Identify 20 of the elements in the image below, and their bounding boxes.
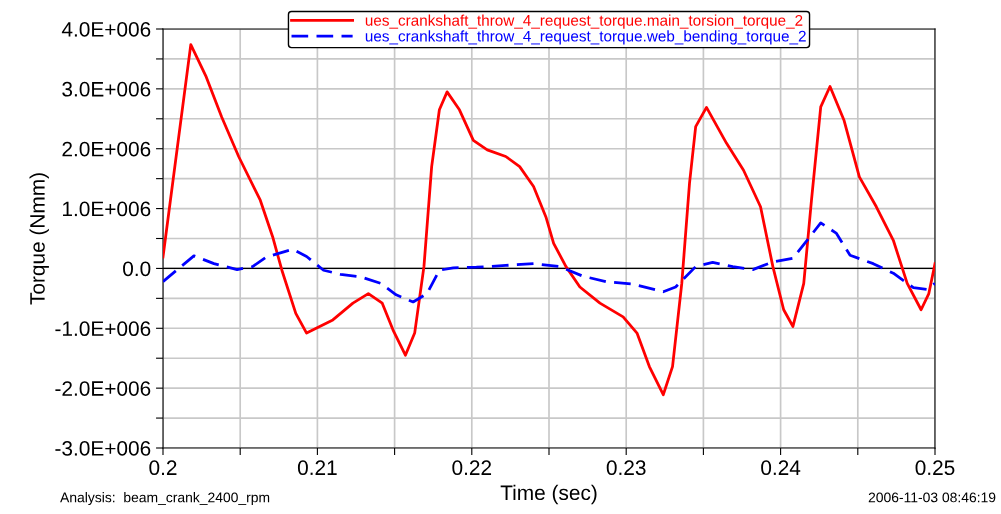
text: 2006-11-03 08:46:19 <box>868 492 996 503</box>
y-tick-label: -1.0E+006 <box>55 321 151 337</box>
y-tick-label: -2.0E+006 <box>55 381 151 396</box>
y-tick-label: 3.0E+006 <box>62 81 151 97</box>
x-tick-label: 0.24 <box>761 460 801 476</box>
x-tick-label: 0.22 <box>452 460 492 476</box>
x-tick-label: 0.21 <box>297 460 337 476</box>
text: Analysis: beam_crank_2400_rpm <box>60 492 270 506</box>
y-tick-label: 2.0E+006 <box>62 141 151 157</box>
y-tick-label: -3.0E+006 <box>55 441 151 456</box>
legend-label: ues_crankshaft_throw_4_request_torque.main_torsion_torque_2 <box>365 14 803 29</box>
x-axis-title: Time (sec) <box>500 484 597 505</box>
x-tick-label: 0.2 <box>149 460 177 476</box>
legend-label: ues_crankshaft_throw_4_request_torque.web_bending_torque_2 <box>365 30 806 45</box>
y-axis-title: Torque (Nmm) <box>29 173 49 305</box>
x-tick-label: 0.25 <box>915 460 955 476</box>
y-tick-label: 1.0E+006 <box>63 201 151 217</box>
y-tick-label: 0.0 <box>123 261 151 277</box>
x-tick-label: 0.23 <box>606 460 646 476</box>
y-tick-label: 4.0E+006 <box>61 22 151 37</box>
